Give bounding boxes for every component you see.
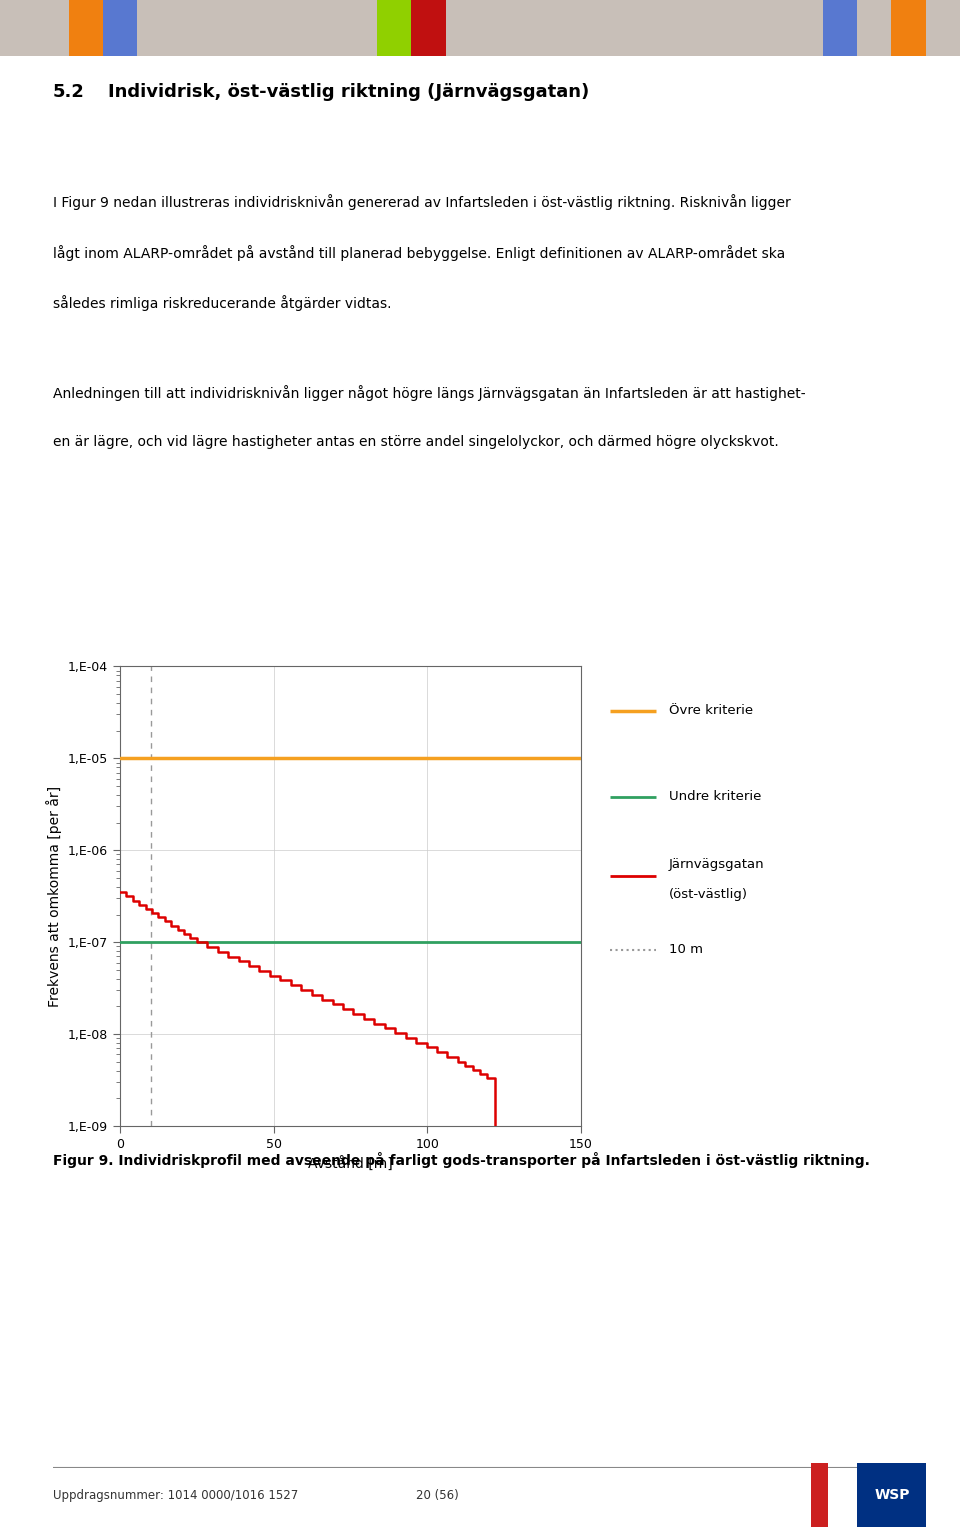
X-axis label: Avstånd [m]: Avstånd [m]: [308, 1157, 393, 1172]
Bar: [35, 0, 68, 55]
Bar: [275, 0, 308, 55]
Bar: [343, 0, 377, 55]
Bar: [445, 0, 480, 55]
Bar: [652, 0, 685, 55]
Text: Järnvägsgatan: Järnvägsgatan: [669, 858, 764, 870]
Text: således rimliga riskreducerande åtgärder vidtas.: således rimliga riskreducerande åtgärder…: [53, 294, 392, 311]
Bar: [755, 0, 788, 55]
Bar: [515, 0, 548, 55]
Text: 5.2: 5.2: [53, 83, 84, 101]
Bar: [0, 0, 35, 55]
Text: 10 m: 10 m: [669, 944, 703, 956]
Text: WSP: WSP: [875, 1488, 909, 1503]
Bar: [548, 0, 583, 55]
Bar: [240, 0, 275, 55]
Text: lågt inom ALARP-området på avstånd till planerad bebyggelse. Enligt definitionen: lågt inom ALARP-området på avstånd till …: [53, 245, 785, 260]
Bar: [137, 0, 172, 55]
Bar: [103, 0, 137, 55]
Bar: [811, 1463, 828, 1527]
Bar: [720, 0, 755, 55]
Bar: [857, 1463, 926, 1527]
Bar: [68, 0, 103, 55]
Bar: [583, 0, 617, 55]
Text: 20 (56): 20 (56): [416, 1489, 459, 1501]
Bar: [685, 0, 720, 55]
Text: en är lägre, och vid lägre hastigheter antas en större andel singelolyckor, och : en är lägre, och vid lägre hastigheter a…: [53, 435, 779, 449]
Bar: [617, 0, 652, 55]
Bar: [925, 0, 960, 55]
Text: Figur 9. Individriskprofil med avseende på farligt gods-transporter på Infartsle: Figur 9. Individriskprofil med avseende …: [53, 1152, 870, 1169]
Text: Anledningen till att individrisknivån ligger något högre längs Järnvägsgatan än : Anledningen till att individrisknivån li…: [53, 385, 805, 401]
Bar: [172, 0, 205, 55]
Bar: [205, 0, 240, 55]
Text: Individrisk, öst-västlig riktning (Järnvägsgatan): Individrisk, öst-västlig riktning (Järnv…: [108, 83, 589, 101]
Y-axis label: Frekvens att omkomma [per år]: Frekvens att omkomma [per år]: [46, 786, 62, 1007]
Text: Undre kriterie: Undre kriterie: [669, 791, 761, 803]
Text: I Figur 9 nedan illustreras individrisknivån genererad av Infartsleden i öst-väs: I Figur 9 nedan illustreras individriskn…: [53, 195, 790, 210]
Bar: [480, 0, 515, 55]
Text: (öst-västlig): (öst-västlig): [669, 889, 748, 901]
Bar: [788, 0, 823, 55]
Text: Uppdragsnummer: 1014 0000/1016 1527: Uppdragsnummer: 1014 0000/1016 1527: [53, 1489, 298, 1501]
Bar: [892, 0, 925, 55]
Bar: [823, 0, 857, 55]
Bar: [308, 0, 343, 55]
Bar: [857, 0, 892, 55]
Bar: [377, 0, 412, 55]
Text: Övre kriterie: Övre kriterie: [669, 705, 753, 717]
Bar: [412, 0, 445, 55]
